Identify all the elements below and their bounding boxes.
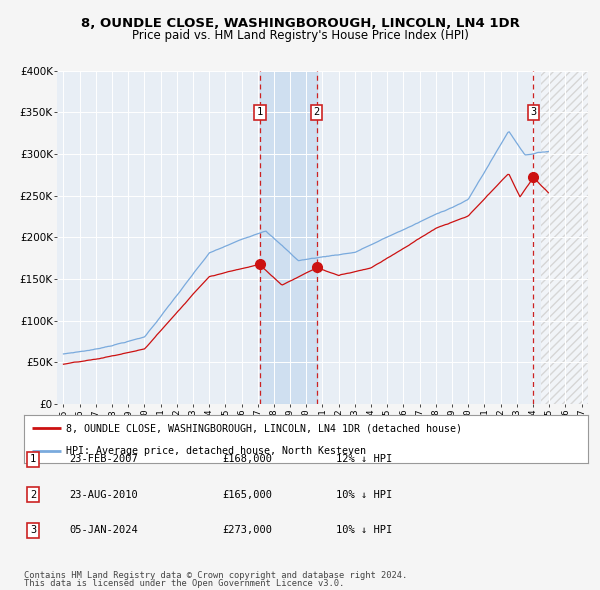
- Text: 05-JAN-2024: 05-JAN-2024: [69, 525, 138, 535]
- Bar: [541, 71, 588, 404]
- Bar: [541, 71, 588, 404]
- Text: Price paid vs. HM Land Registry's House Price Index (HPI): Price paid vs. HM Land Registry's House …: [131, 30, 469, 42]
- Text: 2: 2: [314, 107, 320, 117]
- Text: HPI: Average price, detached house, North Kesteven: HPI: Average price, detached house, Nort…: [66, 446, 366, 456]
- Text: £165,000: £165,000: [222, 490, 272, 500]
- Bar: [541, 71, 588, 404]
- Text: 2: 2: [30, 490, 36, 500]
- Text: 1: 1: [30, 454, 36, 464]
- Text: 10% ↓ HPI: 10% ↓ HPI: [336, 525, 392, 535]
- Text: 8, OUNDLE CLOSE, WASHINGBOROUGH, LINCOLN, LN4 1DR: 8, OUNDLE CLOSE, WASHINGBOROUGH, LINCOLN…: [80, 17, 520, 30]
- Text: This data is licensed under the Open Government Licence v3.0.: This data is licensed under the Open Gov…: [24, 579, 344, 588]
- Text: 1: 1: [257, 107, 263, 117]
- Text: 3: 3: [530, 107, 536, 117]
- Text: 12% ↓ HPI: 12% ↓ HPI: [336, 454, 392, 464]
- Bar: [260, 71, 317, 404]
- Text: 10% ↓ HPI: 10% ↓ HPI: [336, 490, 392, 500]
- Text: £168,000: £168,000: [222, 454, 272, 464]
- Text: 8, OUNDLE CLOSE, WASHINGBOROUGH, LINCOLN, LN4 1DR (detached house): 8, OUNDLE CLOSE, WASHINGBOROUGH, LINCOLN…: [66, 423, 463, 433]
- Text: 3: 3: [30, 525, 36, 535]
- Text: £273,000: £273,000: [222, 525, 272, 535]
- Text: Contains HM Land Registry data © Crown copyright and database right 2024.: Contains HM Land Registry data © Crown c…: [24, 571, 407, 580]
- Text: 23-AUG-2010: 23-AUG-2010: [69, 490, 138, 500]
- Text: 23-FEB-2007: 23-FEB-2007: [69, 454, 138, 464]
